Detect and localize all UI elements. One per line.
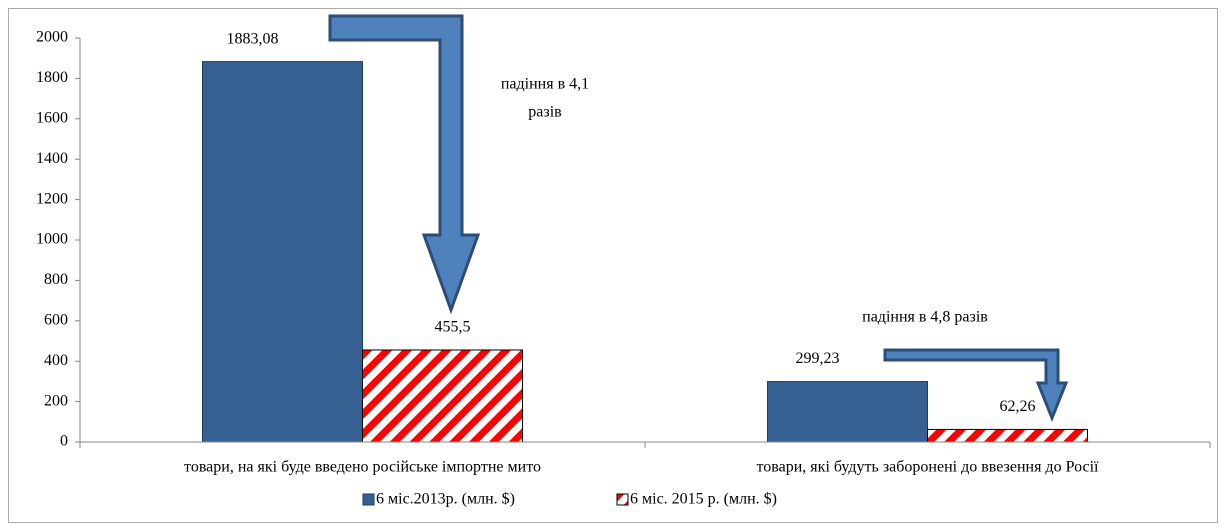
y-tick-label: 1800: [36, 69, 68, 86]
chart-frame: [8, 8, 1218, 523]
annotation: разів: [528, 104, 562, 121]
y-tick-label: 1600: [36, 109, 68, 126]
data-label: 299,23: [796, 350, 840, 367]
y-tick-label: 2000: [36, 29, 68, 46]
legend-swatch: [616, 493, 629, 506]
legend-label: 6 міс.2013р. (млн. $): [376, 491, 515, 508]
bar: [202, 61, 363, 443]
y-tick-label: 1000: [36, 231, 68, 248]
x-tick-label: товари, які будуть заборонені до ввезенн…: [757, 459, 1100, 476]
bar: [927, 428, 1088, 443]
bar: [362, 349, 523, 443]
annotation: падіння в 4,8 разів: [862, 309, 988, 326]
bar: [767, 381, 928, 443]
y-tick-label: 1200: [36, 190, 68, 207]
legend-label: 6 міс. 2015 р. (млн. $): [630, 491, 777, 508]
legend-swatch: [362, 493, 375, 506]
data-label: 1883,08: [227, 30, 279, 47]
x-tick-label: товари, на які буде введено російське ім…: [184, 459, 541, 476]
y-tick-label: 0: [60, 433, 68, 450]
y-tick-label: 200: [44, 392, 68, 409]
annotation: падіння в 4,1: [501, 76, 589, 93]
data-label: 455,5: [435, 319, 471, 336]
y-tick-label: 600: [44, 311, 68, 328]
y-tick-label: 1400: [36, 150, 68, 167]
y-tick-label: 800: [44, 271, 68, 288]
y-tick-label: 400: [44, 352, 68, 369]
data-label: 62,26: [1000, 398, 1036, 415]
arrow: [883, 348, 1069, 423]
arrow: [328, 14, 481, 315]
